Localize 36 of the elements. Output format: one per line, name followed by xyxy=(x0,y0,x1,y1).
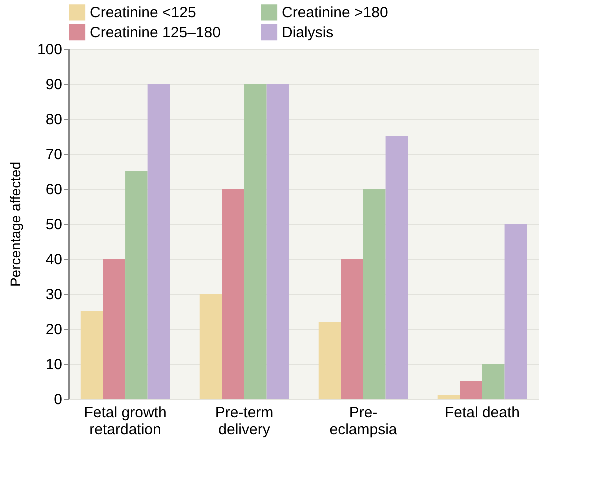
y-tick-label: 50 xyxy=(46,216,62,234)
y-tick-label: 20 xyxy=(46,322,62,338)
bar xyxy=(460,382,482,399)
legend-label: Creatinine <125 xyxy=(90,4,196,22)
bar xyxy=(386,136,408,399)
y-tick-label: 80 xyxy=(46,112,62,128)
y-tick-label: 60 xyxy=(46,182,62,198)
y-tick-label: 100 xyxy=(37,42,62,58)
y-tick-label: 40 xyxy=(46,252,62,268)
bar xyxy=(363,189,386,399)
x-tick-label: Fetal growth retardation xyxy=(84,404,167,438)
x-tick-label: Pre- eclampsia xyxy=(330,404,398,438)
bar xyxy=(80,312,104,399)
bar xyxy=(244,84,267,399)
y-tick-label: 30 xyxy=(46,286,62,304)
bar xyxy=(266,84,290,399)
bar xyxy=(438,396,460,399)
bar xyxy=(341,259,364,399)
bar xyxy=(103,259,126,399)
y-tick-label: 70 xyxy=(46,146,62,164)
x-tick-label: Pre-term delivery xyxy=(215,404,274,438)
bar xyxy=(504,224,528,399)
legend-label: Creatinine 125–180 xyxy=(90,24,221,42)
y-axis-title: Percentage affected xyxy=(7,162,24,288)
y-tick-label: 90 xyxy=(46,76,62,94)
bar xyxy=(222,189,245,399)
x-tick-label: Fetal death xyxy=(444,404,520,422)
bar xyxy=(126,172,148,399)
bar xyxy=(482,364,505,399)
legend-label: Creatinine >180 xyxy=(282,4,388,22)
y-tick-label: 10 xyxy=(46,356,62,374)
bar xyxy=(148,84,170,399)
y-tick-label: 0 xyxy=(54,392,62,408)
bar xyxy=(318,322,342,399)
legend-label: Dialysis xyxy=(282,24,334,42)
bar xyxy=(200,294,222,399)
